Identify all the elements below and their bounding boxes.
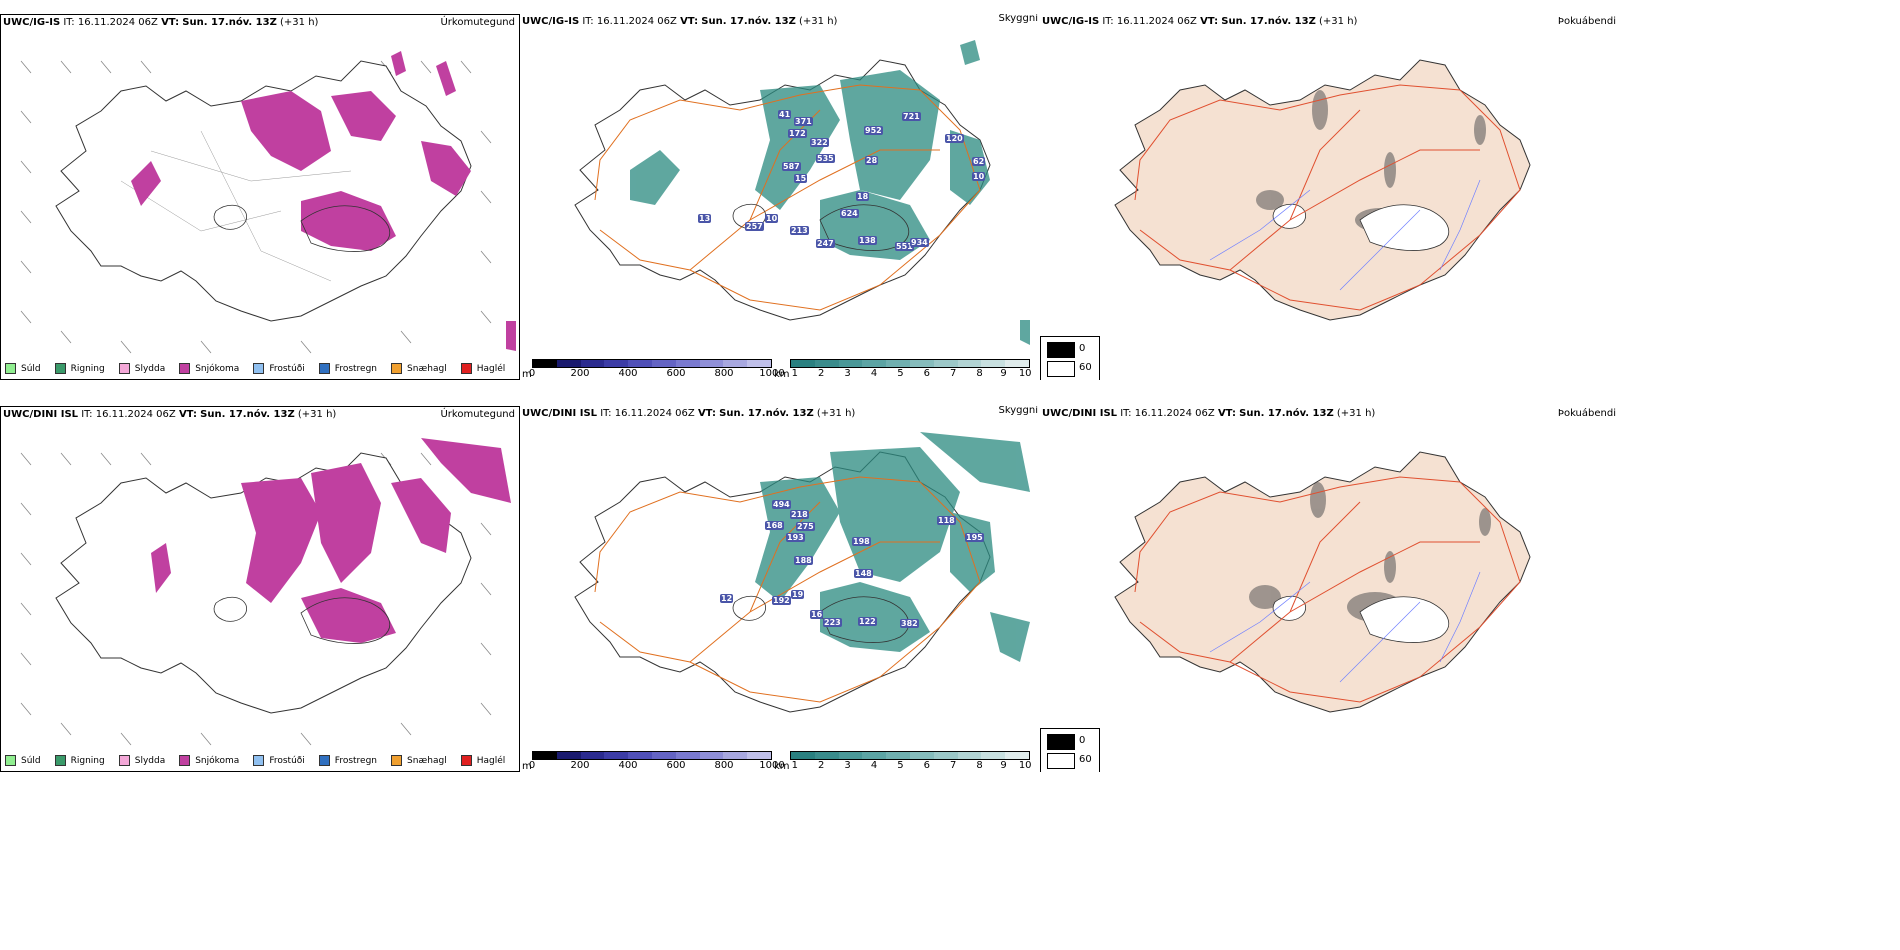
vis-m-colorbar: 0 200 400 600 800 1000 m <box>522 359 785 380</box>
vis-label: 148 <box>854 569 873 578</box>
vis-label: 195 <box>965 533 984 542</box>
vis-label: 213 <box>790 226 809 235</box>
vis-label: 19 <box>791 590 805 599</box>
vis-label: 28 <box>865 156 879 165</box>
vis-label: 551 <box>895 242 914 251</box>
vis-label: 122 <box>858 617 877 626</box>
legend-item: Frostúði <box>253 755 305 766</box>
visibility-panel-bottom: UWC/DINI ISL IT: 16.11.2024 06Z VT: Sun.… <box>520 406 1040 772</box>
fog-map <box>1114 59 1531 321</box>
legend-item: Súld <box>5 363 41 374</box>
legend-item: Snæhagl <box>391 755 447 766</box>
vis-label: 624 <box>840 209 859 218</box>
visibility-panel-top: UWC/IG-IS IT: 16.11.2024 06Z VT: Sun. 17… <box>520 14 1040 380</box>
legend-item: Rigning <box>54 363 105 374</box>
snow-areas <box>151 438 511 643</box>
vis-label: 382 <box>900 619 919 628</box>
vis-label: 952 <box>864 126 883 135</box>
fog-panel-top: UWC/IG-IS IT: 16.11.2024 06Z VT: Sun. 17… <box>1040 14 1620 380</box>
vis-label: 322 <box>810 138 829 147</box>
vis-label: 10 <box>972 172 986 181</box>
precip-map <box>20 51 516 354</box>
legend-item: Snjókoma <box>179 363 239 374</box>
vis-label: 12 <box>720 594 734 603</box>
field-title: Úrkomutegund <box>440 17 515 28</box>
cloud-legend: 0 60 <box>1040 336 1100 380</box>
legend-item: Slydda <box>118 755 165 766</box>
vis-label: 223 <box>823 618 842 627</box>
snow-areas <box>131 51 516 351</box>
vis-label: 275 <box>796 522 815 531</box>
visibility-areas <box>630 40 1030 345</box>
fog-panel-bottom: UWC/DINI ISL IT: 16.11.2024 06Z VT: Sun.… <box>1040 406 1620 772</box>
vis-label: 168 <box>765 521 784 530</box>
legend-item: Frostregn <box>318 363 377 374</box>
vis-label: 62 <box>972 157 986 166</box>
rivers <box>1209 571 1481 683</box>
precip-legend: Súld Rigning Slydda Snjókoma Frostúði Fr… <box>5 363 505 374</box>
vis-label: 218 <box>790 510 809 519</box>
vis-label: 934 <box>910 238 929 247</box>
vis-label: 118 <box>937 516 956 525</box>
legend-item: Haglél <box>460 755 505 766</box>
vis-label: 371 <box>794 117 813 126</box>
legend-item: Frostregn <box>318 755 377 766</box>
roads <box>1134 84 1521 311</box>
vis-km-colorbar: 1 2 3 4 5 6 7 8 9 10 km <box>774 359 1032 380</box>
vis-label: 535 <box>816 154 835 163</box>
precip-map <box>20 438 511 746</box>
legend-item: Haglél <box>460 363 505 374</box>
vis-label: 13 <box>698 214 712 223</box>
legend-item: Snjókoma <box>179 755 239 766</box>
panel-header: UWC/DINI ISL IT: 16.11.2024 06Z VT: Sun.… <box>3 409 337 420</box>
visibility-map <box>574 40 1030 345</box>
rivers <box>1209 179 1481 291</box>
legend-item: Frostúði <box>253 363 305 374</box>
vis-label: 15 <box>794 174 808 183</box>
precip-type-panel-top: UWC/IG-IS IT: 16.11.2024 06Z VT: Sun. 17… <box>0 14 520 380</box>
legend-item: Rigning <box>54 755 105 766</box>
panel-header: UWC/DINI ISL IT: 16.11.2024 06Z VT: Sun.… <box>522 408 856 419</box>
field-title: Þokuábendi <box>1557 16 1616 27</box>
vis-km-colorbar: 1 2 3 4 5 6 7 8 9 10 km <box>774 751 1032 772</box>
fog-map <box>1114 451 1531 713</box>
visibility-map <box>574 432 1030 713</box>
vis-label: 10 <box>765 214 779 223</box>
vis-label: 41 <box>778 110 792 119</box>
vis-label: 138 <box>858 236 877 245</box>
cloud-legend: 0 60 <box>1040 728 1100 772</box>
vis-label: 172 <box>788 129 807 138</box>
vis-label: 16 <box>810 610 824 619</box>
vis-label: 494 <box>772 500 791 509</box>
field-title: Úrkomutegund <box>440 409 515 420</box>
vis-label: 192 <box>772 596 791 605</box>
field-title: Skyggni <box>998 14 1038 24</box>
vis-label: 587 <box>782 162 801 171</box>
vis-label: 120 <box>945 134 964 143</box>
legend-item: Snæhagl <box>391 363 447 374</box>
precip-legend: Súld Rigning Slydda Snjókoma Frostúði Fr… <box>5 755 505 766</box>
vis-label: 193 <box>786 533 805 542</box>
panel-header: UWC/IG-IS IT: 16.11.2024 06Z VT: Sun. 17… <box>3 17 319 28</box>
vis-m-colorbar: 0 200 400 600 800 1000 m <box>522 751 785 772</box>
field-title: Skyggni <box>998 406 1038 416</box>
panel-header: UWC/DINI ISL IT: 16.11.2024 06Z VT: Sun.… <box>1042 408 1376 419</box>
vis-label: 18 <box>856 192 870 201</box>
panel-header: UWC/IG-IS IT: 16.11.2024 06Z VT: Sun. 17… <box>1042 16 1358 27</box>
vis-label: 188 <box>794 556 813 565</box>
field-title: Þokuábendi <box>1557 408 1616 419</box>
vis-label: 247 <box>816 239 835 248</box>
vis-label: 257 <box>745 222 764 231</box>
vis-label: 721 <box>902 112 921 121</box>
roads <box>1134 476 1521 703</box>
vis-label: 198 <box>852 537 871 546</box>
panel-header: UWC/IG-IS IT: 16.11.2024 06Z VT: Sun. 17… <box>522 16 838 27</box>
precip-type-panel-bottom: UWC/DINI ISL IT: 16.11.2024 06Z VT: Sun.… <box>0 406 520 772</box>
legend-item: Slydda <box>118 363 165 374</box>
legend-item: Súld <box>5 755 41 766</box>
